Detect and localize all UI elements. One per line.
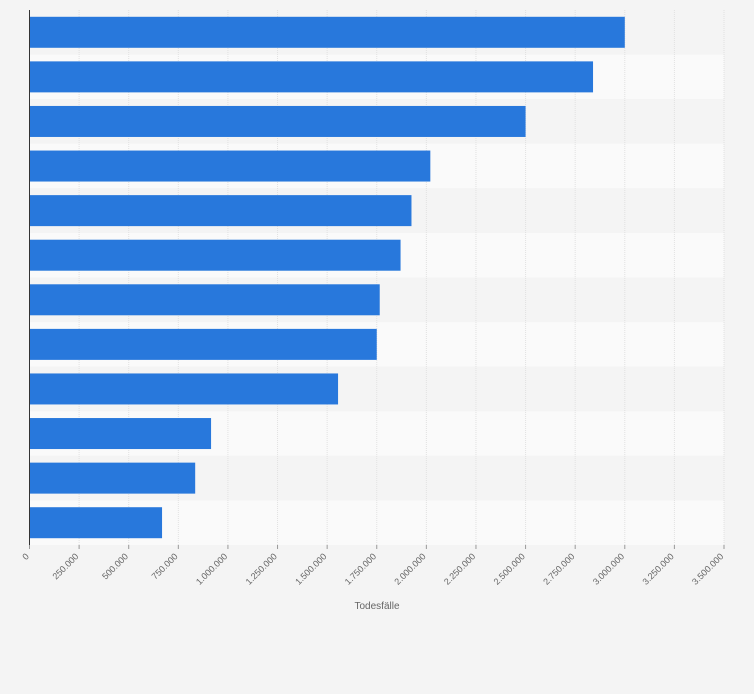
bar[interactable] (29, 284, 380, 316)
bar[interactable] (29, 195, 412, 227)
bar[interactable] (29, 328, 377, 360)
tick-label: 3.500.000 (690, 551, 725, 586)
bar[interactable] (29, 462, 196, 494)
bar[interactable] (29, 61, 594, 93)
tick-label: 1.000.000 (194, 551, 229, 586)
tick-label: 1.250.000 (244, 551, 279, 586)
tick-label: 3.000.000 (591, 551, 626, 586)
tick-label: 500.000 (100, 551, 130, 581)
tick-label: 750.000 (150, 551, 180, 581)
bar[interactable] (29, 418, 212, 450)
bar-series (29, 16, 625, 539)
tick-label: 2.000.000 (392, 551, 427, 586)
tick-label: 0 (20, 551, 31, 562)
tick-label: 1.750.000 (343, 551, 378, 586)
tick-label: 2.500.000 (492, 551, 527, 586)
tick-label: 3.250.000 (640, 551, 675, 586)
bar[interactable] (29, 239, 401, 271)
bar[interactable] (29, 105, 526, 137)
bar[interactable] (29, 16, 625, 48)
tick-label: 2.250.000 (442, 551, 477, 586)
bar[interactable] (29, 507, 163, 539)
tick-label: 2.750.000 (541, 551, 576, 586)
tick-label: 1.500.000 (293, 551, 328, 586)
bar[interactable] (29, 373, 339, 405)
bar[interactable] (29, 150, 431, 182)
x-axis-ticks: 0 250.000 500.000 750.000 1.000.000 1.250.000… (20, 545, 725, 587)
x-axis-label: Todesfälle (354, 601, 399, 612)
tick-label: 250.000 (50, 551, 80, 581)
